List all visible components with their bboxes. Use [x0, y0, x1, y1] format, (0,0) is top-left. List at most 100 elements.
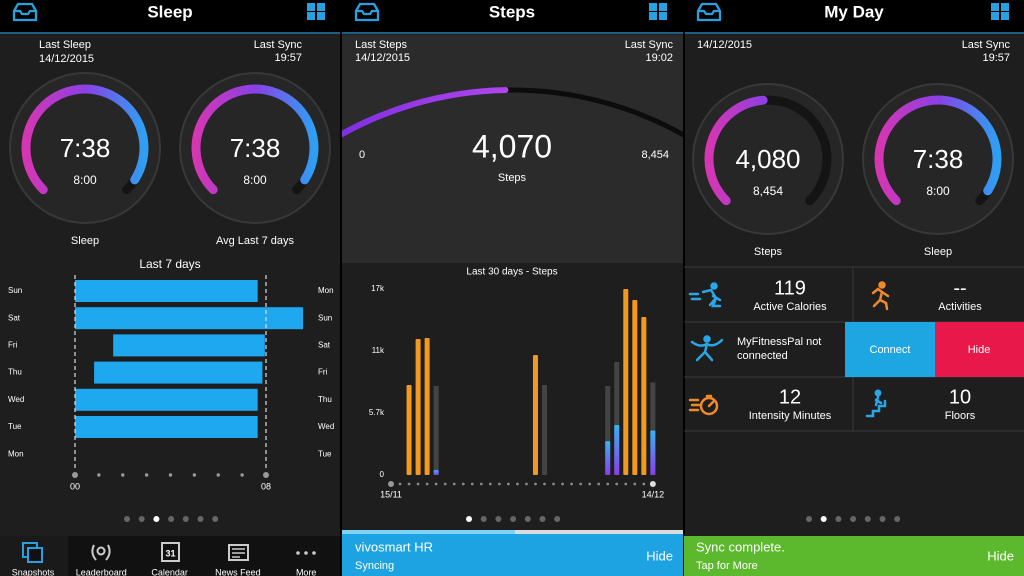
connect-label[interactable]: Connect: [870, 344, 911, 356]
sleep-bar: [75, 416, 258, 438]
tile-label: Active Calories: [753, 301, 827, 313]
gauge-arc: [191, 84, 319, 195]
x-tick: [497, 482, 501, 486]
gauge-value: 4,080: [735, 144, 800, 174]
gauge-arc: [21, 84, 149, 195]
hide-label[interactable]: Hide: [968, 344, 991, 356]
steps-bar: [605, 441, 611, 475]
tab-label[interactable]: Snapshots: [12, 567, 55, 576]
info-value: 14/12/2015: [697, 39, 752, 51]
tile-label: Activities: [938, 301, 982, 313]
x-tick: [434, 482, 438, 486]
day-label: Wed: [8, 395, 24, 404]
info-value: 14/12/2015: [39, 53, 94, 65]
day-label: Mon: [8, 449, 24, 458]
x-tick: [516, 482, 519, 486]
day-label: Sun: [318, 313, 332, 322]
hide-button[interactable]: [935, 322, 1024, 377]
steps-hero: [342, 35, 683, 263]
gauge-label: Steps: [754, 246, 783, 258]
sync-banner[interactable]: [342, 530, 683, 576]
tile-value: 12: [779, 386, 801, 408]
gauge-goal: 8:00: [926, 184, 950, 198]
sync-banner[interactable]: [684, 536, 1024, 576]
y-tick-label: 11k: [372, 346, 385, 355]
page-dot: [554, 516, 561, 522]
grid-icon: [659, 12, 667, 20]
x-tick-label: 08: [261, 481, 271, 491]
tab-label[interactable]: More: [296, 567, 317, 576]
tab-label[interactable]: Calendar: [151, 567, 188, 576]
header-bar: [0, 0, 1024, 32]
grid-icon: [649, 12, 657, 20]
x-tick: [121, 473, 125, 477]
x-tick: [633, 482, 637, 486]
progress-value: 4,070: [472, 128, 552, 164]
x-tick: [452, 482, 456, 486]
page-dot: [850, 516, 857, 522]
steps-bar: [406, 384, 412, 475]
sync-progress: [342, 530, 515, 534]
day-label: Thu: [8, 368, 22, 377]
day-label: Sat: [8, 313, 21, 322]
page-dot: [894, 516, 901, 522]
progress-label: Steps: [498, 172, 527, 184]
grid-icon: [991, 3, 999, 11]
gauge-face: [862, 83, 1014, 235]
gauge-value: 7:38: [60, 133, 111, 163]
inbox-icon[interactable]: [354, 2, 380, 22]
grid-icon: [991, 12, 999, 20]
tab-label[interactable]: Leaderboard: [76, 567, 127, 576]
banner-subtitle: Tap for More: [696, 560, 758, 572]
x-tick: [407, 482, 411, 486]
steps-bar: [415, 339, 421, 475]
page-dot: [495, 516, 502, 522]
page-dot: [510, 516, 517, 522]
tab-label[interactable]: News Feed: [215, 567, 261, 576]
progress-goal: 8,454: [641, 149, 669, 161]
banner-action[interactable]: Hide: [987, 548, 1014, 563]
day-label: Wed: [318, 422, 334, 431]
steps-bar: [623, 289, 629, 475]
info-value: 19:57: [274, 52, 302, 64]
banner-title: Sync complete.: [696, 539, 785, 554]
x-tick: [561, 482, 564, 486]
inbox-icon[interactable]: [696, 2, 722, 22]
x-tick: [579, 482, 583, 486]
page-dot: [806, 516, 812, 522]
tile-icons: [688, 281, 890, 418]
info-label: Last Sync: [962, 39, 1011, 51]
grid-icon: [317, 12, 325, 20]
day-label: Tue: [8, 422, 22, 431]
grid-icon: [1001, 12, 1009, 20]
x-tick: [398, 482, 402, 486]
info-value: 14/12/2015: [355, 52, 410, 64]
day-label: Fri: [318, 368, 328, 377]
x-tick: [192, 473, 197, 477]
page-dot: [197, 516, 204, 522]
tile-value: 119: [774, 277, 806, 299]
gauge-goal: 8:00: [73, 173, 97, 187]
x-tick-label: 14/12: [642, 489, 665, 499]
connect-button[interactable]: [845, 322, 935, 377]
x-tick: [443, 482, 447, 486]
x-tick: [606, 482, 610, 486]
progress-arc: [342, 87, 509, 138]
goal-bar: [542, 384, 548, 475]
x-tick: [615, 482, 619, 486]
page-dot: [524, 516, 531, 522]
banner-action[interactable]: Hide: [646, 548, 673, 563]
calendar-day: 31: [165, 548, 175, 558]
tile-label: Intensity Minutes: [749, 410, 832, 422]
screen-title: My Day: [824, 2, 884, 21]
header-line: [0, 32, 1024, 34]
gauge-label: Sleep: [924, 246, 952, 258]
grid-icon: [659, 3, 667, 11]
x-tick: [506, 482, 510, 486]
x-tick: [388, 481, 394, 487]
x-tick: [168, 473, 173, 477]
x-tick: [624, 482, 628, 486]
inbox-icon[interactable]: [12, 2, 38, 22]
page-dot: [820, 516, 827, 522]
goal-bar: [614, 361, 620, 475]
